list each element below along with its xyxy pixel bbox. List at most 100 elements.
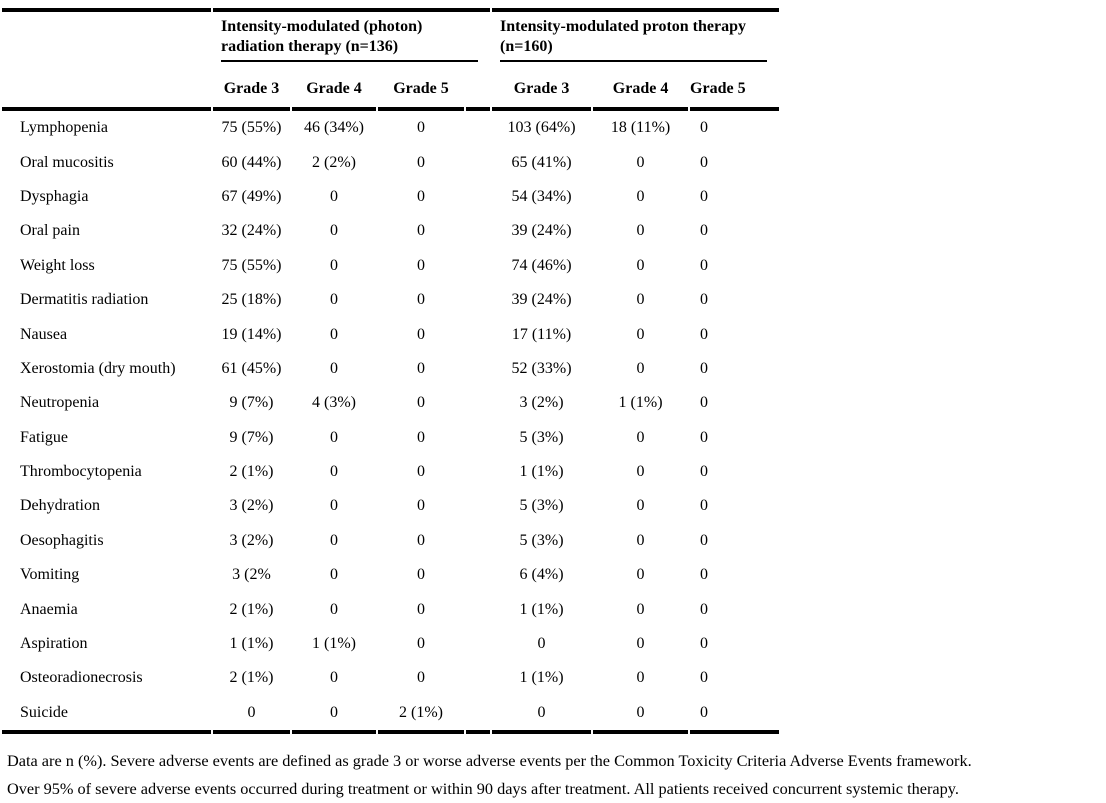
table-cell: 25 (18%): [221, 291, 282, 309]
spacer-cell: [466, 421, 490, 455]
table-cell: 0: [700, 256, 709, 274]
row-label: Osteoradionecrosis: [20, 669, 143, 687]
table-cell: 1 (1%): [618, 394, 663, 412]
row-label: Vomiting: [20, 566, 80, 584]
table-cell: 0: [330, 325, 338, 343]
table-cell: 0: [700, 394, 709, 412]
table-row: Dysphagia 67 (49%) 0 0 54 (34%) 0 0: [2, 180, 779, 214]
table-cell: 0: [417, 635, 425, 653]
column-header-grade3-photon: Grade 3: [213, 64, 290, 111]
table-cell: 0: [330, 359, 338, 377]
table-cell: 3 (2%): [519, 394, 564, 412]
adverse-events-table-page: Intensity-modulated (photon) radiation t…: [0, 8, 1106, 798]
table-cell: 39 (24%): [511, 222, 572, 240]
table-cell: 52 (33%): [511, 359, 572, 377]
table-cell: 1 (1%): [519, 669, 564, 687]
table-cell: 0: [492, 696, 592, 735]
table-cell: 0: [636, 600, 645, 618]
row-label: Suicide: [2, 696, 211, 735]
table-cell: 0: [700, 222, 709, 240]
spacer-cell: [466, 661, 490, 695]
table-cell: 1 (1%): [519, 463, 564, 481]
table-cell: 0: [417, 566, 425, 584]
row-label: Neutropenia: [20, 394, 100, 412]
table-row: Vomiting 3 (2% 0 0 6 (4%) 0 0: [2, 558, 779, 592]
table-cell: 0: [636, 497, 645, 515]
row-label: Oesophagitis: [20, 531, 104, 549]
table-cell: 0: [330, 187, 338, 205]
row-label: Thrombocytopenia: [20, 463, 142, 481]
table-cell: 0: [636, 291, 645, 309]
table-cell: 0: [700, 566, 709, 584]
table-cell: 5 (3%): [519, 428, 564, 446]
table-cell: 0: [636, 222, 645, 240]
table-cell: 39 (24%): [511, 291, 572, 309]
spacer-cell: [466, 524, 490, 558]
table-cell: 0: [700, 669, 709, 687]
table-row: Xerostomia (dry mouth) 61 (45%) 0 0 52 (33%)…: [2, 352, 779, 386]
table-row: Aspiration 1 (1%) 1 (1%) 0 0 0 0: [2, 627, 779, 661]
table-row: Lymphopenia 75 (55%) 46 (34%) 0 103 (64%) 18 …: [2, 111, 779, 145]
column-header-grade5-photon: Grade 5: [378, 64, 464, 111]
table-cell: 0: [417, 187, 425, 205]
table-cell: 0: [417, 222, 425, 240]
table-cell: 0: [700, 600, 709, 618]
table-cell: 0: [636, 359, 645, 377]
spacer-cell: [466, 386, 490, 420]
table-cell: 60 (44%): [221, 153, 282, 171]
table-cell: 0: [330, 566, 338, 584]
table-cell: 0: [636, 463, 645, 481]
spacer-cell: [466, 489, 490, 523]
table-cell: 2 (1%): [378, 696, 464, 735]
spacer-cell: [466, 283, 490, 317]
column-header-grade3-proton: Grade 3: [492, 64, 592, 111]
row-label: Aspiration: [20, 635, 88, 653]
spacer-cell: [466, 558, 490, 592]
table-cell: 0: [700, 463, 709, 481]
footnote-line-1: Data are n (%). Severe adverse events ar…: [7, 751, 972, 771]
group-header-photon: Intensity-modulated (photon) radiation t…: [213, 8, 491, 64]
row-label: Oral mucositis: [20, 153, 114, 171]
table-cell: 67 (49%): [221, 187, 282, 205]
table-cell: 0: [700, 153, 709, 171]
table-cell: 18 (11%): [610, 119, 671, 137]
table-cell: 0: [330, 222, 338, 240]
table-cell: 1 (1%): [312, 635, 356, 653]
table-cell: 0: [417, 600, 425, 618]
row-label: Anaemia: [20, 600, 78, 618]
table-cell: 65 (41%): [511, 153, 572, 171]
column-header-grade5-proton: Grade 5: [690, 64, 780, 111]
table-cell: 0: [417, 119, 425, 137]
group-header-row: Intensity-modulated (photon) radiation t…: [2, 8, 780, 64]
spacer-cell: [466, 592, 490, 626]
spacer-cell: [466, 627, 490, 661]
table-cell: 0: [636, 566, 645, 584]
spacer-cell: [466, 455, 490, 489]
row-label: Xerostomia (dry mouth): [20, 359, 176, 377]
group-header-proton-label: Intensity-modulated proton therapy (n=16…: [500, 17, 768, 62]
table-row: Dermatitis radiation 25 (18%) 0 0 39 (24%) 0 0: [2, 283, 779, 317]
table-cell: 0: [330, 428, 338, 446]
spacer-cell: [466, 145, 490, 179]
group-header-photon-label: Intensity-modulated (photon) radiation t…: [221, 17, 479, 62]
table-cell: 0: [417, 256, 425, 274]
table-cell: 2 (1%): [229, 463, 274, 481]
column-header-grade4-proton: Grade 4: [593, 64, 689, 111]
table-cell: 0: [330, 291, 338, 309]
corner-cell: [2, 8, 211, 64]
table-cell: 3 (2%): [229, 531, 274, 549]
table-cell: 75 (55%): [221, 256, 282, 274]
table-cell: 0: [700, 497, 709, 515]
row-label: Dehydration: [20, 497, 100, 515]
table-cell: 2 (2%): [312, 153, 356, 171]
table-cell: 0: [417, 669, 425, 687]
table-cell: 54 (34%): [511, 187, 572, 205]
table-cell: 3 (2%): [229, 497, 274, 515]
spacer-cell: [466, 696, 491, 735]
table-cell: 0: [213, 696, 290, 735]
table-cell: 32 (24%): [221, 222, 282, 240]
row-label: Fatigue: [20, 428, 68, 446]
spacer-cell: [466, 317, 490, 351]
table-cell: 0: [537, 635, 546, 653]
table-cell: 0: [636, 256, 645, 274]
